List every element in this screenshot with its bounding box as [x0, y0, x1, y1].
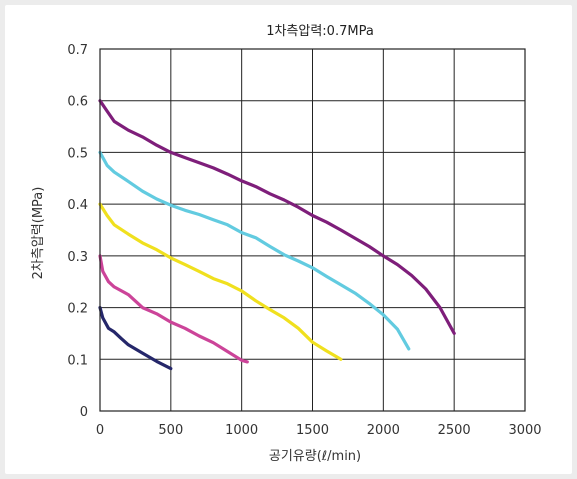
y-tick-labels: 0 0.1 0.2 0.3 0.4 0.5 0.6 0.7 [67, 43, 88, 420]
series-line-3 [98, 202, 343, 361]
series-line-1 [98, 306, 173, 371]
x-tick-label: 1000 [225, 423, 258, 438]
series-line-4 [98, 150, 411, 351]
y-tick-label: 0.3 [67, 250, 88, 265]
x-tick-label: 0 [96, 423, 104, 438]
x-tick-label: 500 [158, 423, 183, 438]
x-tick-label: 2000 [367, 423, 400, 438]
x-tick-labels: 0 500 1000 1500 2000 2500 3000 [96, 423, 542, 438]
y-axis-title: 2차측압력(MPa) [31, 187, 46, 280]
chart-title: 1차측압력:0.7MPa [266, 24, 374, 39]
series-line-2 [98, 254, 249, 364]
x-tick-label: 2500 [438, 423, 471, 438]
x-axis-title: 공기유량(ℓ/min) [269, 449, 361, 464]
y-tick-label: 0.6 [67, 95, 88, 110]
plot-frame [99, 48, 526, 412]
series-layer [98, 99, 456, 371]
x-tick-label: 3000 [508, 423, 541, 438]
y-tick-label: 0.5 [67, 146, 88, 161]
series-line-5 [98, 99, 456, 335]
y-tick-label: 0 [80, 405, 88, 420]
y-tick-label: 0.2 [67, 302, 88, 317]
y-tick-label: 0.4 [67, 198, 88, 213]
y-tick-label: 0.1 [67, 353, 88, 368]
x-tick-label: 1500 [296, 423, 329, 438]
y-tick-label: 0.7 [67, 43, 88, 58]
chart-canvas: 1차측압력:0.7MPa 0 500 1000 1500 2000 2500 3000 00… [31, 24, 542, 464]
grid-lines [99, 48, 526, 412]
